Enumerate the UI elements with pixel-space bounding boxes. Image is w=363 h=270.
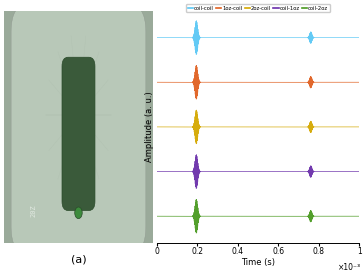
FancyBboxPatch shape (62, 57, 95, 211)
X-axis label: Time (s): Time (s) (241, 258, 275, 266)
Y-axis label: Amplitude (a. u.): Amplitude (a. u.) (145, 92, 154, 162)
FancyBboxPatch shape (1, 0, 156, 269)
FancyBboxPatch shape (11, 4, 146, 255)
Text: (a): (a) (71, 255, 86, 265)
Text: 20Z: 20Z (30, 205, 37, 217)
Legend: coil-coil, 1oz-coil, 2oz-coil, coil-1oz, coil-2oz: coil-coil, 1oz-coil, 2oz-coil, coil-1oz,… (186, 4, 330, 12)
Text: ×10⁻³: ×10⁻³ (338, 263, 362, 270)
Circle shape (75, 207, 82, 219)
